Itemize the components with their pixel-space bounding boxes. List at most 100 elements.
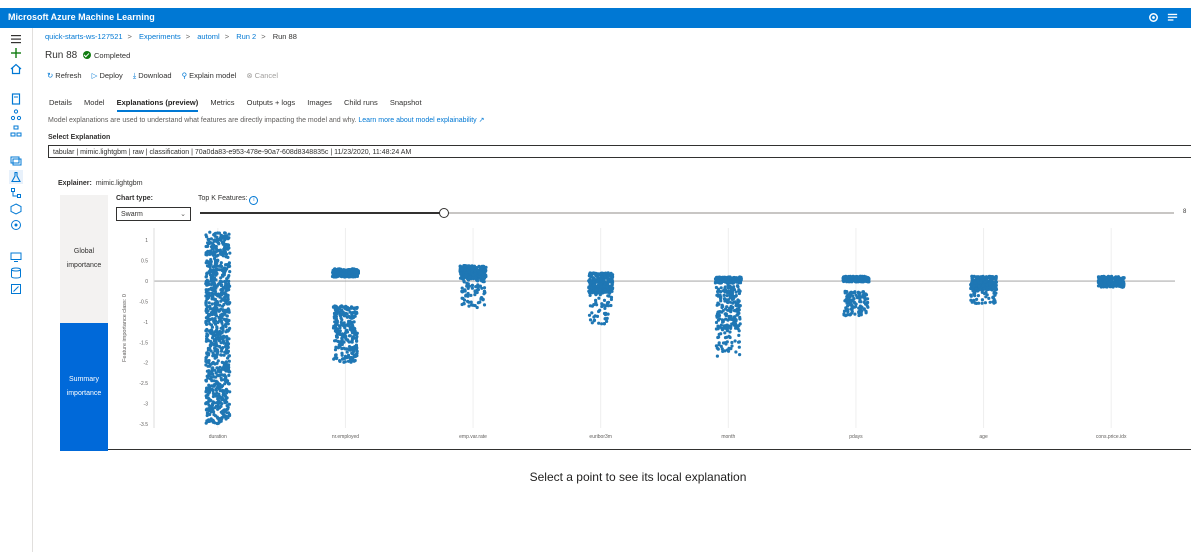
data-point[interactable] xyxy=(599,271,604,275)
data-point[interactable] xyxy=(352,354,356,358)
automl-icon[interactable] xyxy=(9,108,23,122)
data-point[interactable] xyxy=(206,346,210,350)
data-point[interactable] xyxy=(592,277,596,281)
data-point[interactable] xyxy=(339,333,343,337)
data-point[interactable] xyxy=(606,274,611,278)
data-point[interactable] xyxy=(215,293,219,297)
data-point[interactable] xyxy=(223,279,227,284)
data-point[interactable] xyxy=(738,315,742,319)
data-point[interactable] xyxy=(608,291,612,295)
data-point[interactable] xyxy=(862,300,866,304)
data-point[interactable] xyxy=(215,325,219,329)
data-point[interactable] xyxy=(205,288,209,292)
data-point[interactable] xyxy=(213,392,217,396)
data-point[interactable] xyxy=(719,286,723,290)
endpoints-icon[interactable] xyxy=(9,218,23,232)
data-point[interactable] xyxy=(599,277,603,281)
data-point[interactable] xyxy=(206,291,210,295)
experiments-icon[interactable] xyxy=(9,170,23,184)
data-point[interactable] xyxy=(342,268,346,272)
data-point[interactable] xyxy=(864,276,868,280)
data-point[interactable] xyxy=(342,346,346,350)
data-point[interactable] xyxy=(227,412,232,417)
data-point[interactable] xyxy=(976,275,980,279)
data-point[interactable] xyxy=(351,275,355,279)
data-point[interactable] xyxy=(460,290,464,294)
data-point[interactable] xyxy=(211,400,215,404)
data-point[interactable] xyxy=(205,297,209,301)
data-point[interactable] xyxy=(213,289,217,293)
data-point[interactable] xyxy=(600,304,604,309)
data-point[interactable] xyxy=(721,327,725,331)
data-point[interactable] xyxy=(717,310,721,314)
data-point[interactable] xyxy=(354,336,358,340)
data-point[interactable] xyxy=(207,314,211,318)
data-point[interactable] xyxy=(728,308,733,312)
data-point[interactable] xyxy=(219,320,224,324)
data-point[interactable] xyxy=(226,255,230,259)
data-point[interactable] xyxy=(212,283,216,287)
data-point[interactable] xyxy=(1098,277,1102,281)
data-point[interactable] xyxy=(846,310,850,314)
data-point[interactable] xyxy=(716,287,721,291)
data-point[interactable] xyxy=(482,286,487,290)
data-point[interactable] xyxy=(355,349,359,353)
data-point[interactable] xyxy=(731,297,735,301)
data-point[interactable] xyxy=(857,311,861,315)
data-point[interactable] xyxy=(219,376,223,380)
top-k-slider-track[interactable] xyxy=(200,212,1174,214)
data-point[interactable] xyxy=(460,265,464,269)
data-point[interactable] xyxy=(970,280,974,284)
data-point[interactable] xyxy=(734,326,738,330)
data-point[interactable] xyxy=(464,274,468,278)
data-point[interactable] xyxy=(722,293,726,297)
data-point[interactable] xyxy=(219,276,223,280)
data-point[interactable] xyxy=(739,275,743,279)
data-point[interactable] xyxy=(215,348,219,352)
data-point[interactable] xyxy=(590,291,594,295)
compute-icon[interactable] xyxy=(9,250,23,264)
data-point[interactable] xyxy=(210,403,215,407)
data-point[interactable] xyxy=(609,297,613,302)
data-point[interactable] xyxy=(349,359,354,363)
data-point[interactable] xyxy=(209,262,213,266)
data-point[interactable] xyxy=(609,278,614,282)
data-point[interactable] xyxy=(725,329,730,333)
data-point[interactable] xyxy=(592,283,596,287)
data-point[interactable] xyxy=(463,264,467,268)
data-point[interactable] xyxy=(204,358,208,362)
data-point[interactable] xyxy=(225,336,229,340)
data-point[interactable] xyxy=(212,339,216,343)
data-point[interactable] xyxy=(988,300,992,304)
data-point[interactable] xyxy=(215,284,219,288)
data-point[interactable] xyxy=(842,275,846,279)
data-point[interactable] xyxy=(222,341,226,345)
data-point[interactable] xyxy=(844,297,849,302)
data-point[interactable] xyxy=(479,297,483,301)
chart-type-dropdown[interactable]: Swarm ⌄ xyxy=(116,207,191,221)
data-point[interactable] xyxy=(206,386,210,390)
data-point[interactable] xyxy=(1103,276,1107,280)
data-point[interactable] xyxy=(211,331,215,335)
data-point[interactable] xyxy=(588,304,592,308)
data-point[interactable] xyxy=(716,279,720,283)
data-point[interactable] xyxy=(970,274,974,278)
data-point[interactable] xyxy=(222,266,227,270)
data-point[interactable] xyxy=(206,244,210,248)
data-point[interactable] xyxy=(859,307,863,311)
data-point[interactable] xyxy=(353,311,357,315)
data-point[interactable] xyxy=(470,283,474,288)
data-point[interactable] xyxy=(224,396,228,400)
data-point[interactable] xyxy=(723,286,727,290)
data-point[interactable] xyxy=(848,303,852,307)
data-point[interactable] xyxy=(226,367,231,371)
data-point[interactable] xyxy=(228,270,232,274)
data-point[interactable] xyxy=(207,397,211,401)
data-point[interactable] xyxy=(225,340,229,344)
data-point[interactable] xyxy=(215,240,220,244)
data-point[interactable] xyxy=(985,293,989,297)
data-point[interactable] xyxy=(719,299,723,303)
data-point[interactable] xyxy=(482,292,486,296)
data-point[interactable] xyxy=(717,302,721,306)
data-point[interactable] xyxy=(473,289,477,293)
